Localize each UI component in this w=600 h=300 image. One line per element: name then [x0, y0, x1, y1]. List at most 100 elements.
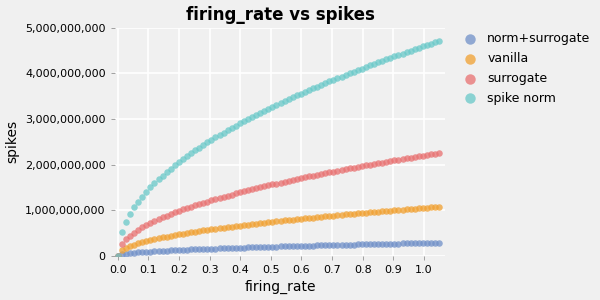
surrogate [434, 151, 444, 155]
Legend: norm+surrogate, vanilla, surrogate, spike norm: norm+surrogate, vanilla, surrogate, spik… [455, 30, 593, 107]
spike norm [345, 71, 355, 76]
norm+surrogate [162, 248, 172, 253]
norm+surrogate [247, 245, 257, 250]
vanilla [345, 212, 355, 217]
surrogate [259, 184, 269, 189]
surrogate [337, 168, 346, 172]
spike norm [276, 100, 286, 105]
spike norm [263, 106, 273, 111]
norm+surrogate [235, 245, 245, 250]
norm+surrogate [231, 245, 241, 250]
vanilla [357, 211, 367, 215]
norm+surrogate [133, 250, 143, 255]
spike norm [418, 44, 428, 49]
norm+surrogate [259, 244, 269, 249]
spike norm [186, 151, 196, 156]
norm+surrogate [203, 246, 212, 251]
spike norm [426, 41, 436, 46]
norm+surrogate [398, 241, 407, 246]
vanilla [137, 240, 147, 244]
surrogate [206, 198, 216, 203]
vanilla [365, 210, 375, 215]
vanilla [235, 223, 245, 228]
spike norm [288, 95, 298, 100]
surrogate [268, 182, 277, 187]
surrogate [247, 187, 257, 192]
vanilla [149, 237, 159, 242]
vanilla [272, 219, 281, 224]
vanilla [434, 204, 444, 209]
surrogate [174, 208, 184, 213]
norm+surrogate [276, 244, 286, 249]
spike norm [113, 253, 122, 258]
surrogate [137, 225, 147, 230]
vanilla [406, 206, 415, 211]
spike norm [133, 199, 143, 204]
vanilla [430, 205, 440, 209]
surrogate [186, 204, 196, 209]
surrogate [426, 152, 436, 157]
spike norm [296, 91, 305, 96]
norm+surrogate [154, 249, 163, 254]
vanilla [308, 215, 318, 220]
vanilla [402, 207, 412, 212]
surrogate [357, 164, 367, 169]
surrogate [263, 183, 273, 188]
surrogate [231, 191, 241, 196]
norm+surrogate [418, 241, 428, 245]
spike norm [272, 102, 281, 107]
norm+surrogate [121, 251, 131, 256]
norm+surrogate [288, 244, 298, 248]
surrogate [162, 213, 172, 218]
vanilla [329, 213, 338, 218]
vanilla [247, 222, 257, 226]
surrogate [211, 197, 220, 202]
norm+surrogate [292, 244, 302, 248]
surrogate [332, 168, 342, 173]
norm+surrogate [186, 247, 196, 252]
spike norm [325, 79, 334, 84]
surrogate [308, 173, 318, 178]
vanilla [211, 226, 220, 231]
norm+surrogate [117, 252, 127, 256]
spike norm [430, 40, 440, 45]
norm+surrogate [125, 251, 135, 256]
spike norm [137, 194, 147, 199]
norm+surrogate [219, 246, 229, 250]
surrogate [199, 200, 208, 205]
norm+surrogate [402, 241, 412, 246]
surrogate [300, 175, 310, 180]
norm+surrogate [353, 242, 362, 247]
spike norm [170, 163, 179, 168]
norm+surrogate [365, 242, 375, 247]
norm+surrogate [263, 244, 273, 249]
norm+surrogate [394, 241, 403, 246]
spike norm [166, 166, 176, 171]
surrogate [121, 237, 131, 242]
surrogate [369, 162, 379, 167]
norm+surrogate [223, 246, 232, 250]
spike norm [243, 117, 253, 122]
spike norm [268, 104, 277, 109]
surrogate [280, 179, 289, 184]
surrogate [239, 189, 249, 194]
surrogate [190, 203, 200, 208]
spike norm [386, 56, 395, 60]
vanilla [121, 245, 131, 250]
surrogate [219, 194, 229, 199]
spike norm [259, 108, 269, 113]
norm+surrogate [320, 243, 330, 248]
spike norm [121, 219, 131, 224]
spike norm [256, 110, 265, 115]
vanilla [117, 248, 127, 253]
vanilla [300, 216, 310, 221]
surrogate [243, 188, 253, 193]
surrogate [394, 157, 403, 162]
vanilla [373, 209, 383, 214]
spike norm [231, 123, 241, 128]
norm+surrogate [325, 243, 334, 248]
vanilla [146, 238, 155, 242]
vanilla [426, 205, 436, 210]
vanilla [394, 208, 403, 212]
vanilla [386, 208, 395, 213]
